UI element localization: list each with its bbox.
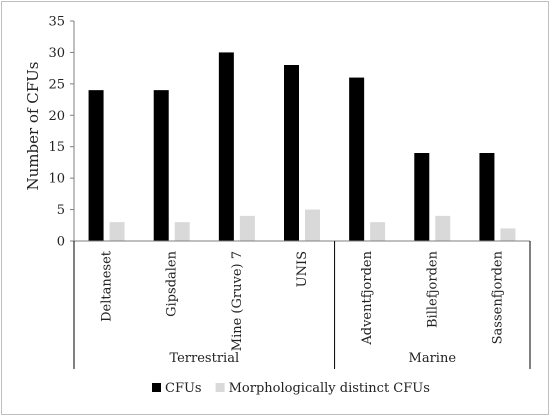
y-tick-label: 35 — [48, 15, 65, 30]
legend: CFUs Morphologically distinct CFUs — [152, 381, 430, 396]
y-tick-label: 15 — [48, 140, 65, 155]
bar-distinct-cfus — [109, 222, 125, 241]
y-tick-label: 0 — [57, 235, 65, 250]
legend-swatch — [152, 383, 161, 392]
bar-distinct-cfus — [174, 222, 190, 241]
x-category-label: Sassenfjorden — [490, 250, 505, 344]
bar-cfus — [218, 52, 234, 241]
bar-distinct-cfus — [500, 228, 516, 241]
x-category-label: Deltaneset — [100, 250, 115, 322]
y-axis-label: Number of CFUs — [24, 61, 42, 190]
group-label: Terrestrial — [169, 351, 239, 366]
bar-distinct-cfus — [305, 209, 320, 241]
bar-cfus — [153, 90, 169, 242]
y-tick-label: 20 — [48, 109, 65, 124]
x-category-label: Billefjorden — [425, 250, 440, 328]
bar-cfus — [414, 153, 430, 241]
bar-cfus — [88, 90, 104, 242]
bar-distinct-cfus — [239, 215, 255, 241]
bar-cfus — [349, 77, 365, 241]
bar-distinct-cfus — [370, 222, 386, 241]
bar-cfus — [479, 153, 495, 241]
y-tick-label: 5 — [57, 203, 65, 218]
legend-label: Morphologically distinct CFUs — [229, 381, 430, 396]
bar-cfus — [284, 65, 299, 241]
x-category-label: Adventfjorden — [360, 250, 375, 345]
plot-area: 0 5 10 15 20 25 30 35 Deltaneset Gipsdalen Mine (G… — [48, 15, 531, 369]
y-tick-label: 10 — [48, 172, 65, 187]
x-category-label: Gipsdalen — [165, 250, 180, 316]
legend-swatch — [215, 383, 225, 392]
y-tick-label: 30 — [48, 46, 65, 61]
bar-distinct-cfus — [435, 215, 451, 241]
y-tick-label: 25 — [48, 77, 65, 92]
x-category-label: UNIS — [295, 251, 310, 287]
legend-label: CFUs — [165, 381, 202, 396]
group-label: Marine — [409, 351, 457, 366]
x-category-label: Mine (Gruve) 7 — [230, 251, 245, 351]
